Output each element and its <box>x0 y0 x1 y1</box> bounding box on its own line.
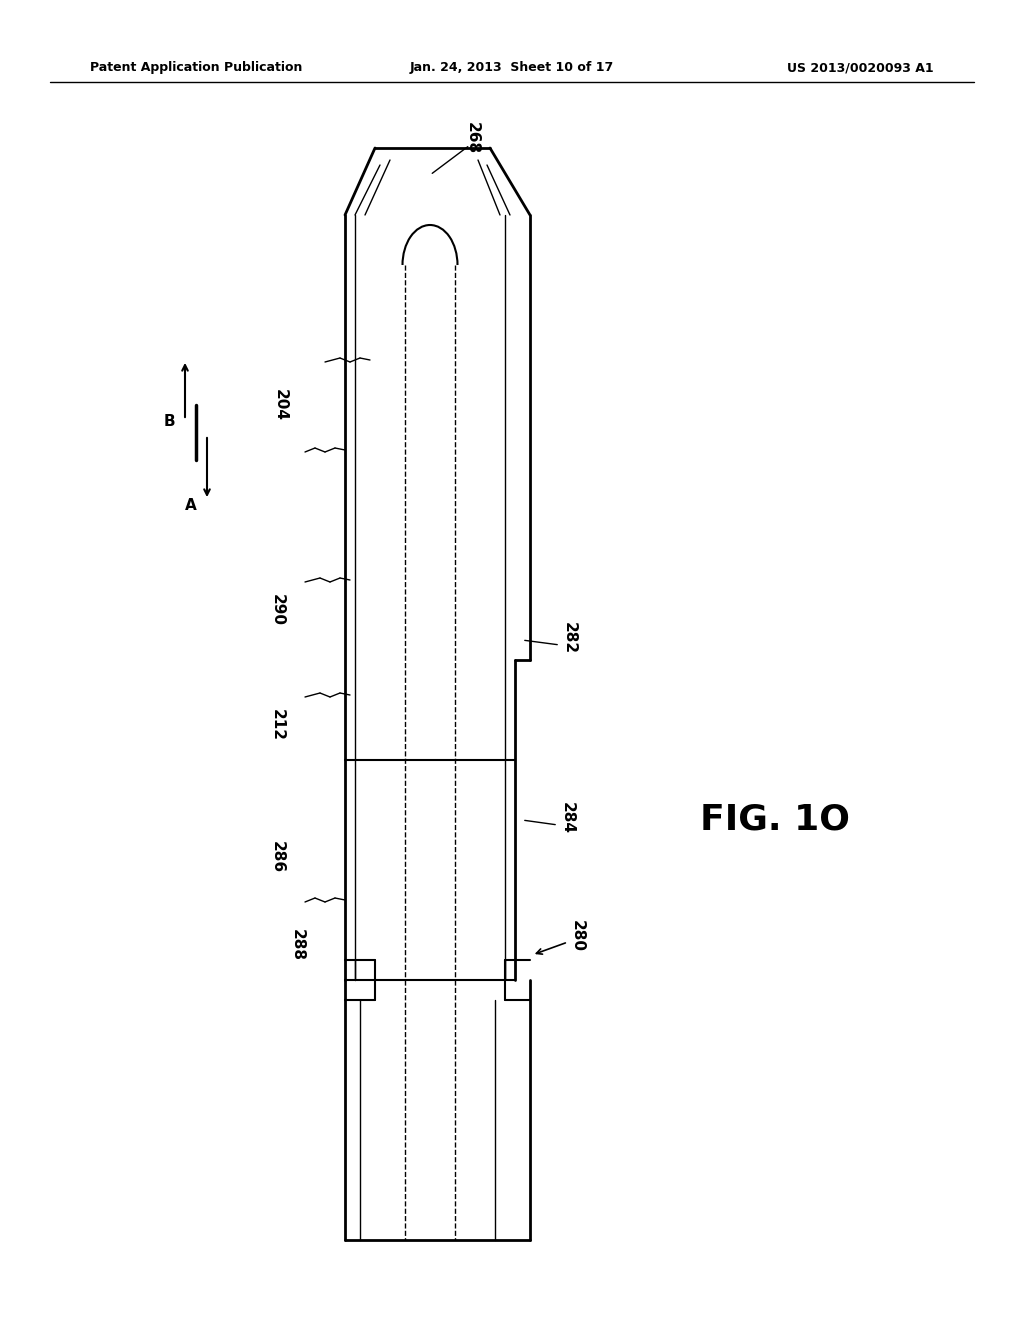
Text: FIG. 1O: FIG. 1O <box>700 803 850 837</box>
Text: 288: 288 <box>290 929 305 961</box>
Text: 282: 282 <box>562 622 577 655</box>
Text: B: B <box>164 414 175 429</box>
Text: 286: 286 <box>270 841 285 873</box>
Text: 268: 268 <box>465 121 479 154</box>
Text: US 2013/0020093 A1: US 2013/0020093 A1 <box>787 62 934 74</box>
Text: 284: 284 <box>560 803 575 834</box>
Text: A: A <box>185 498 197 512</box>
Text: 212: 212 <box>270 709 285 741</box>
Text: 204: 204 <box>273 389 288 421</box>
Text: Patent Application Publication: Patent Application Publication <box>90 62 302 74</box>
Text: 290: 290 <box>270 594 285 626</box>
Text: Jan. 24, 2013  Sheet 10 of 17: Jan. 24, 2013 Sheet 10 of 17 <box>410 62 614 74</box>
Text: 280: 280 <box>570 920 585 952</box>
